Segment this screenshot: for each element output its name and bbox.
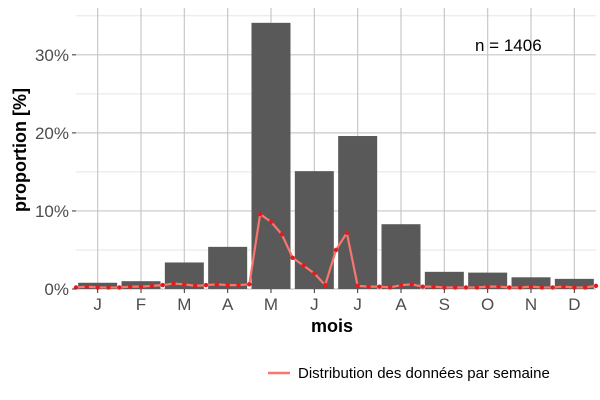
y-tick-label: 30% [35, 46, 69, 65]
weekly-point [496, 284, 501, 289]
weekly-point [409, 282, 415, 287]
bar-n-11 [511, 277, 551, 289]
x-tick-label: F [136, 295, 146, 314]
weekly-point [106, 285, 111, 290]
bar-a-4 [208, 246, 248, 289]
bar-d-12 [554, 278, 594, 289]
x-tick-label: J [93, 295, 102, 314]
weekly-point [247, 282, 252, 287]
weekly-point [366, 284, 371, 289]
weekly-point [312, 271, 317, 276]
x-tick-label: S [439, 295, 450, 314]
weekly-point [528, 284, 534, 289]
x-tick-label: O [481, 295, 494, 314]
bar-j-7 [338, 136, 378, 289]
weekly-point [485, 284, 490, 289]
weekly-point [377, 284, 382, 289]
weekly-point [268, 219, 274, 225]
weekly-point [214, 282, 220, 287]
weekly-point [236, 282, 241, 288]
legend: Distribution des données par semaine [268, 365, 550, 382]
y-axis-title: proportion [%] [10, 88, 30, 212]
weekly-point [149, 283, 155, 289]
weekly-point [463, 285, 469, 290]
weekly-point [127, 284, 133, 289]
weekly-point [290, 255, 295, 260]
y-tick-label: 20% [35, 124, 69, 143]
y-tick-label: 10% [35, 202, 69, 221]
bar-m-5 [251, 22, 291, 289]
y-tick-label: 0% [44, 280, 69, 299]
legend-label: Distribution des données par semaine [298, 365, 550, 382]
weekly-point [84, 284, 90, 289]
weekly-point [387, 285, 393, 290]
weekly-point [138, 284, 144, 289]
weekly-point [517, 285, 523, 290]
weekly-point [301, 263, 306, 268]
weekly-point [322, 282, 328, 288]
y-axis-ticks: 0% 10% 20% 30% [35, 46, 76, 299]
sample-size-annotation: n = 1406 [475, 36, 542, 55]
bar-a-8 [381, 224, 421, 289]
x-tick-label: A [222, 295, 234, 314]
weekly-point [539, 285, 545, 290]
x-tick-label: M [264, 295, 278, 314]
x-tick-label: A [395, 295, 407, 314]
weekly-point [355, 283, 360, 289]
x-tick-label: M [177, 295, 191, 314]
x-tick-label: J [353, 295, 362, 314]
bars [78, 22, 594, 289]
weekly-point [117, 285, 122, 290]
weekly-series [73, 211, 599, 290]
bar-j-6 [294, 171, 334, 289]
weekly-point [279, 232, 285, 237]
weekly-point [474, 285, 480, 290]
weekly-point [171, 281, 176, 286]
weekly-point [344, 230, 350, 235]
weekly-point [593, 283, 599, 289]
weekly-point [203, 282, 209, 288]
weekly-point [561, 284, 566, 289]
bar-s-9 [424, 271, 464, 289]
weekly-point [95, 285, 100, 290]
weekly-point [507, 285, 512, 290]
weekly-point [333, 247, 339, 253]
weekly-point [398, 282, 404, 288]
weekly-point [431, 284, 436, 289]
weekly-point [550, 285, 555, 290]
x-tick-label: D [568, 295, 580, 314]
x-axis-title: mois [311, 316, 353, 336]
weekly-point [192, 283, 198, 289]
x-tick-label: N [525, 295, 537, 314]
weekly-point [160, 282, 165, 288]
weekly-point [420, 284, 425, 289]
weekly-point [257, 211, 263, 217]
weekly-point [225, 282, 230, 288]
weekly-point [182, 282, 187, 287]
weekly-point [572, 285, 577, 290]
weekly-point [442, 285, 447, 290]
weekly-point [582, 285, 588, 290]
x-tick-label: J [310, 295, 319, 314]
weekly-point [452, 285, 458, 290]
